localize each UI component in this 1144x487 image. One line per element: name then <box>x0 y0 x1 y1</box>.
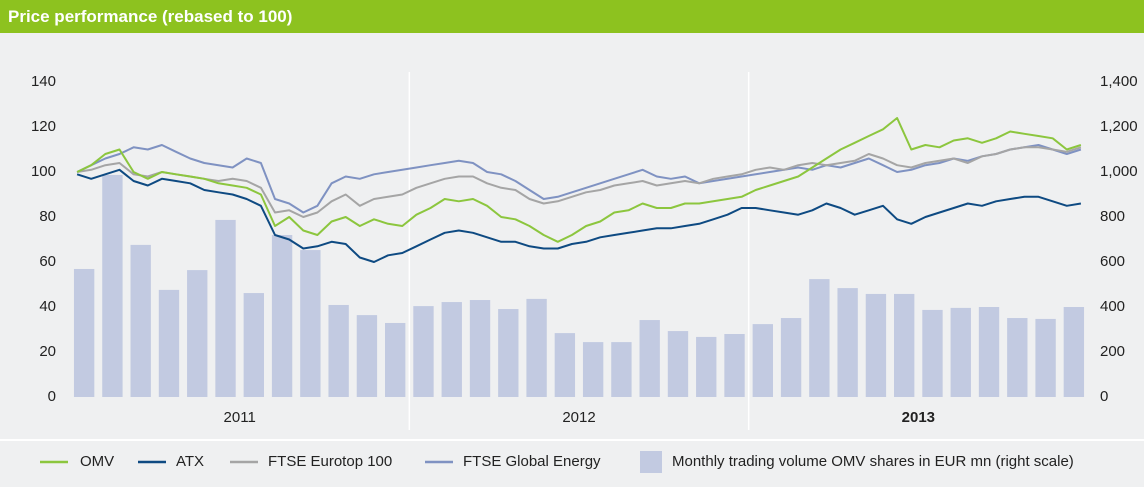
volume-bar <box>187 270 208 397</box>
y-tick-label: 140 <box>31 73 56 90</box>
volume-bar <box>950 307 971 397</box>
legend-label: FTSE Global Energy <box>463 453 601 470</box>
volume-bar <box>1007 318 1028 397</box>
y-tick-label: 20 <box>39 343 56 360</box>
volume-bar <box>441 302 462 397</box>
y2-tick-label: 400 <box>1100 298 1125 315</box>
y2-tick-label: 1,000 <box>1100 163 1138 180</box>
volume-bar <box>271 235 293 397</box>
y-tick-label: 40 <box>39 298 56 315</box>
volume-bar <box>526 298 547 397</box>
legend-label: FTSE Eurotop 100 <box>268 453 392 470</box>
volume-bar <box>102 174 123 397</box>
volume-bar <box>130 244 151 397</box>
volume-bar <box>158 289 180 397</box>
volume-bar <box>696 336 717 397</box>
y-tick-label: 120 <box>31 118 56 135</box>
y-tick-label: 0 <box>48 388 56 405</box>
y2-tick-label: 0 <box>1100 388 1108 405</box>
line-series <box>76 146 1082 218</box>
volume-bar <box>837 288 858 397</box>
line-series <box>76 144 1082 214</box>
year-label: 2011 <box>224 409 256 426</box>
volume-bar <box>582 342 604 397</box>
volume-bar <box>554 333 576 397</box>
volume-bar <box>667 331 689 397</box>
y-tick-label: 100 <box>31 163 56 180</box>
y2-tick-label: 200 <box>1100 343 1125 360</box>
volume-bar <box>611 342 632 397</box>
legend-label: ATX <box>176 453 204 470</box>
volume-bar <box>385 322 406 397</box>
volume-bar <box>215 219 236 397</box>
volume-bar <box>922 309 943 397</box>
chart-title: Price performance (rebased to 100) <box>0 0 1144 33</box>
volume-bar <box>809 279 830 397</box>
volume-bar <box>356 315 378 397</box>
legend-label: OMV <box>80 453 114 470</box>
y2-tick-label: 600 <box>1100 253 1125 270</box>
year-label: 2013 <box>902 409 935 426</box>
volume-bar <box>1035 318 1056 397</box>
volume-bar <box>865 293 887 397</box>
volume-bar <box>752 324 773 397</box>
volume-bar <box>780 318 802 397</box>
volume-bar <box>469 300 491 397</box>
y2-tick-label: 1,400 <box>1100 73 1138 90</box>
volume-bar <box>498 309 519 397</box>
volume-bar <box>978 307 1000 397</box>
volume-bar <box>300 250 321 397</box>
line-series <box>76 117 1082 243</box>
volume-bar <box>639 320 660 397</box>
volume-bar <box>73 268 95 397</box>
volume-bar <box>413 306 434 397</box>
volume-bar <box>328 304 349 397</box>
legend-label: Monthly trading volume OMV shares in EUR… <box>672 453 1074 470</box>
legend-swatch <box>640 451 662 473</box>
year-label: 2012 <box>562 409 595 426</box>
volume-bar <box>724 334 745 397</box>
volume-bar <box>1063 307 1085 397</box>
volume-bar <box>894 293 915 397</box>
y2-tick-label: 800 <box>1100 208 1125 225</box>
y-tick-label: 80 <box>39 208 56 225</box>
volume-bar <box>243 293 264 397</box>
y-tick-label: 60 <box>39 253 56 270</box>
line-series <box>76 168 1082 263</box>
y2-tick-label: 1,200 <box>1100 118 1138 135</box>
